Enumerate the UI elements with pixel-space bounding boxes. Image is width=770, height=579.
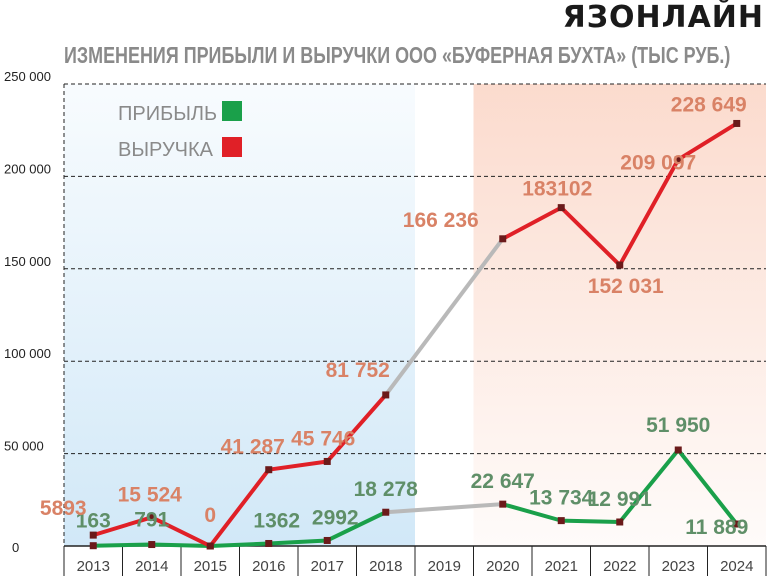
x-tick-label: 2024 <box>720 558 753 575</box>
data-label: 183102 <box>522 178 592 201</box>
data-label: 1362 <box>253 509 300 532</box>
x-tick-label: 2023 <box>662 558 695 575</box>
data-point <box>265 466 273 474</box>
data-point <box>557 517 565 525</box>
y-tick-label: 0 <box>12 540 19 555</box>
data-label: 11 889 <box>685 516 748 539</box>
data-point <box>323 457 331 465</box>
data-point <box>148 513 156 521</box>
x-tick-label: 2022 <box>603 558 636 575</box>
data-point <box>89 531 97 539</box>
legend-swatch <box>222 137 242 157</box>
data-point <box>206 542 214 550</box>
data-label: 5893 <box>40 497 87 520</box>
data-label: 2992 <box>312 506 359 529</box>
data-point <box>674 156 682 164</box>
data-label: 0 <box>204 504 216 527</box>
legend-swatch <box>222 101 242 121</box>
y-tick-label: 200 000 <box>4 161 51 176</box>
x-tick-label: 2019 <box>428 558 461 575</box>
data-point <box>733 520 741 528</box>
series-line-1 <box>92 393 388 548</box>
data-point <box>616 261 624 269</box>
data-point <box>89 542 97 550</box>
data-point <box>148 541 156 549</box>
data-point <box>616 518 624 526</box>
gap-connector <box>385 502 503 515</box>
x-tick-label: 2014 <box>135 558 168 575</box>
data-label: 81 752 <box>326 359 390 382</box>
data-point <box>323 536 331 544</box>
x-tick-label: 2016 <box>252 558 285 575</box>
data-label: 166 236 <box>403 209 479 232</box>
data-point <box>557 204 565 212</box>
data-label: 18 278 <box>354 478 419 501</box>
data-point <box>499 235 507 243</box>
data-label: 51 950 <box>646 414 710 437</box>
data-label: 15 524 <box>118 483 183 506</box>
data-point <box>265 539 273 547</box>
data-label: 228 649 <box>671 93 747 116</box>
x-tick-label: 2017 <box>311 558 344 575</box>
y-tick-label: 150 000 <box>4 254 51 269</box>
data-label: 22 647 <box>471 470 535 493</box>
data-label: 152 031 <box>588 275 664 298</box>
data-point <box>674 446 682 454</box>
chart-title: ИЗМЕНЕНИЯ ПРИБЫЛИ И ВЫРУЧКИ ООО «БУФЕРНА… <box>64 42 731 68</box>
series-line-0 <box>93 510 387 548</box>
shaded-region <box>473 84 766 546</box>
data-label: 45 746 <box>291 427 355 450</box>
x-tick-label: 2018 <box>369 558 402 575</box>
x-tick-label: 2020 <box>486 558 519 575</box>
data-point <box>499 500 507 508</box>
logo: ЯЗОНЛАЙН <box>562 0 764 35</box>
data-point <box>382 508 390 516</box>
legend-label: ВЫРУЧКА <box>118 139 214 161</box>
data-label: 13 734 <box>529 487 594 510</box>
data-label: 209 097 <box>620 152 696 175</box>
data-point <box>733 119 741 127</box>
legend-label: ПРИБЫЛЬ <box>118 103 217 125</box>
data-point <box>382 391 390 399</box>
data-label: 163 <box>76 510 111 533</box>
y-tick-label: 50 000 <box>4 439 44 454</box>
y-tick-label: 100 000 <box>4 346 51 361</box>
data-label: 41 287 <box>221 436 285 459</box>
data-label: 791 <box>134 509 169 532</box>
y-tick-label: 250 000 <box>4 69 51 84</box>
x-tick-label: 2015 <box>194 558 227 575</box>
data-label: 12 991 <box>588 488 653 511</box>
gap-connector <box>384 237 505 397</box>
shaded-region <box>64 84 415 546</box>
x-tick-label: 2021 <box>545 558 578 575</box>
x-tick-label: 2013 <box>77 558 110 575</box>
